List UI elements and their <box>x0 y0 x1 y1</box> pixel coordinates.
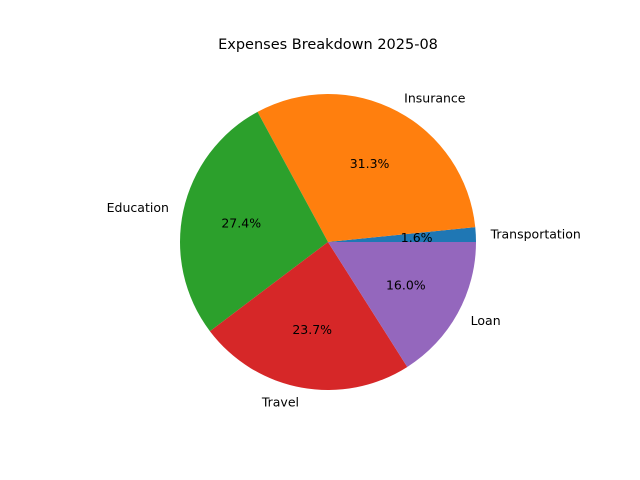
slice-label-education: Education <box>107 200 169 215</box>
slice-label-insurance: Insurance <box>404 91 466 106</box>
percentage-labels: 1.6% 31.3% 27.4% 23.7% 16.0% <box>221 156 432 337</box>
slice-label-transportation: Transportation <box>490 226 581 241</box>
chart-title: Expenses Breakdown 2025-08 <box>218 37 438 53</box>
slice-labels: Transportation Insurance Education Travel Lo… <box>107 91 581 410</box>
percentage-label-loan: 16.0% <box>386 277 426 292</box>
slice-label-travel: Travel <box>261 395 299 410</box>
percentage-label-education: 27.4% <box>221 216 261 231</box>
slice-label-loan: Loan <box>471 313 501 328</box>
pie-slice-loan <box>328 242 476 367</box>
percentage-label-travel: 23.7% <box>292 322 332 337</box>
pie-slice-education <box>180 111 328 332</box>
percentage-label-insurance: 31.3% <box>350 156 390 171</box>
pie-slice-transportation <box>328 227 476 242</box>
pie-slices <box>180 94 476 390</box>
percentage-label-transportation: 1.6% <box>401 230 433 245</box>
pie-slice-travel <box>209 242 408 390</box>
pie-slice-insurance <box>257 94 476 242</box>
